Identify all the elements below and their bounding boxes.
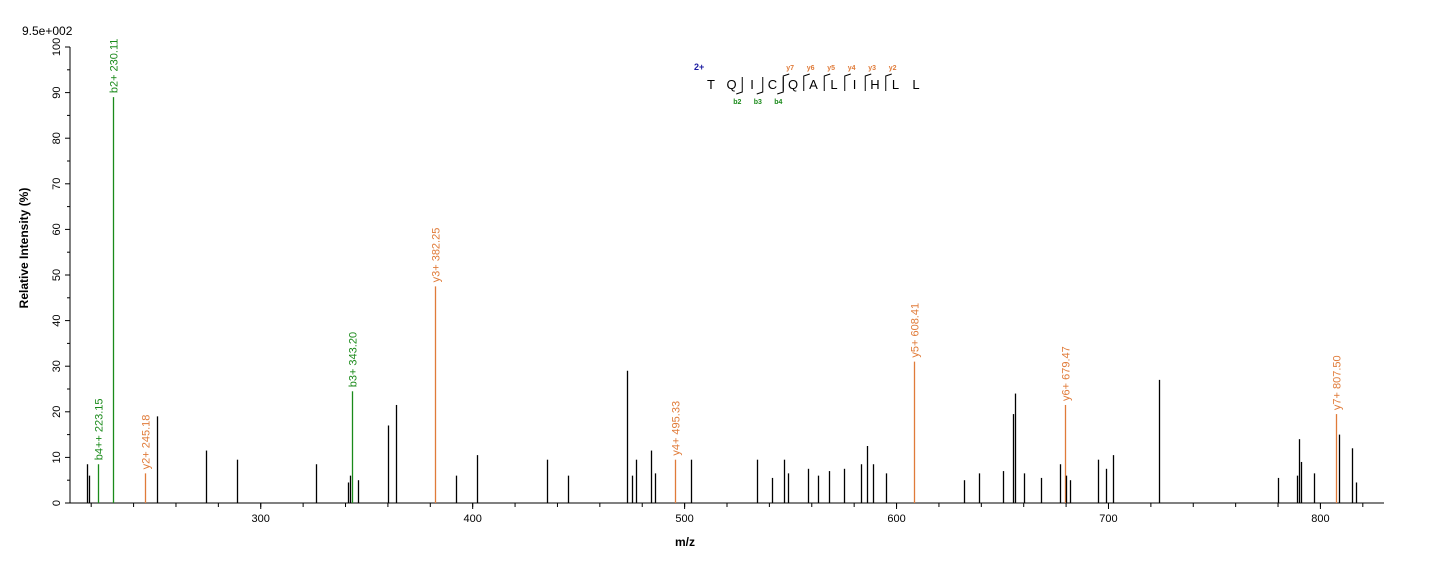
y-tick-label-70: 70 [51, 178, 63, 190]
y-tick-label-100: 100 [51, 38, 63, 56]
seq-y-ion-label: y7 [786, 65, 794, 72]
y-tick-label-10: 10 [51, 451, 63, 463]
peak-label: y7+ 807.50 [1332, 355, 1344, 410]
y-ion-bracket [823, 73, 831, 91]
peak-label: y2+ 245.18 [141, 415, 153, 470]
peaks [86, 97, 1358, 503]
y-tick-label-20: 20 [51, 406, 63, 418]
x-tick-label-300: 300 [252, 513, 270, 525]
residue-1: T [707, 77, 715, 92]
y-tick-label-90: 90 [51, 86, 63, 98]
peak-label: b3+ 343.20 [348, 332, 360, 387]
residue-6: A [809, 77, 818, 92]
axes: 0 10 20 30 40 50 60 70 80 90 100 300 400 500 600 700 800 [51, 38, 1384, 525]
b-ion-bracket [777, 77, 784, 95]
y-tick-label-40: 40 [51, 314, 63, 326]
residue-2: Q [726, 77, 736, 92]
x-axis-title: m/z [675, 535, 695, 549]
intensity-scale-label: 9.5e+002 [22, 24, 73, 38]
x-tick-label-800: 800 [1311, 513, 1329, 525]
peak-label: b4++ 223.15 [94, 398, 106, 460]
seq-b-ion-label: b4 [774, 99, 782, 106]
y-ion-bracket [803, 73, 810, 91]
seq-y-ion-label: y4 [848, 65, 856, 72]
seq-y-ion-label: y5 [827, 65, 835, 72]
peak-label: y6+ 679.47 [1061, 346, 1073, 401]
residue-5: Q [788, 77, 798, 92]
residue-3: I [750, 77, 754, 92]
y-tick-label-50: 50 [51, 269, 63, 281]
residue-7: L [830, 77, 837, 92]
residue-4: C [768, 77, 777, 92]
seq-b-ion-label: b2 [733, 99, 741, 106]
residue-9: H [870, 77, 879, 92]
seq-y-ion-label: y3 [868, 65, 876, 72]
peak-label: y5+ 608.41 [910, 303, 922, 358]
y-axis-title: Relative Intensity (%) [17, 188, 31, 309]
precursor-charge: 2+ [694, 62, 704, 72]
b-ion-bracket [736, 77, 743, 95]
x-tick-label-400: 400 [463, 513, 481, 525]
peak-labels: b4++ 223.15 b2+ 230.11 y2+ 245.18 b3+ 343.2… [94, 39, 1344, 470]
y-ion-bracket [844, 73, 851, 91]
y-tick-label-0: 0 [51, 500, 63, 506]
y-tick-label-60: 60 [51, 223, 63, 235]
y-tick-label-30: 30 [51, 360, 63, 372]
residue-8: I [853, 77, 857, 92]
residue-11: L [912, 77, 919, 92]
x-tick-label-500: 500 [675, 513, 693, 525]
b-ion-bracket [756, 77, 764, 95]
seq-b-ion-label: b3 [754, 99, 762, 106]
y-ion-bracket [864, 73, 872, 91]
seq-y-ion-label: y2 [889, 65, 897, 72]
y-tick-label-80: 80 [51, 132, 63, 144]
x-tick-label-600: 600 [887, 513, 905, 525]
y-ion-bracket [885, 73, 892, 91]
peak-label: y4+ 495.33 [671, 401, 683, 456]
x-tick-label-700: 700 [1099, 513, 1117, 525]
peak-label: y3+ 382.25 [431, 228, 443, 283]
peak-label: b2+ 230.11 [109, 39, 121, 94]
seq-y-ion-label: y6 [807, 65, 815, 72]
residue-10: L [892, 77, 899, 92]
